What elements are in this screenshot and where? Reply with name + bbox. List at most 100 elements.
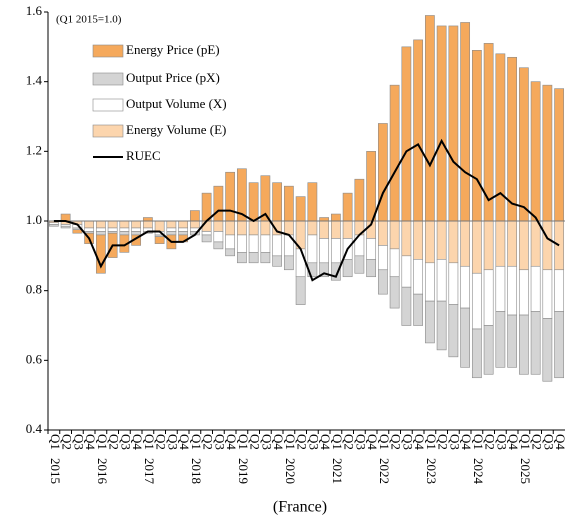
- x-tick-label: Q3: [494, 434, 509, 450]
- bar-segment: [424, 300, 435, 344]
- bar-segment: [401, 255, 412, 288]
- bar-segment: [48, 224, 59, 227]
- bar-segment: [236, 220, 247, 236]
- bar-segment: [460, 265, 471, 309]
- bar-segment: [507, 265, 518, 316]
- bar-segment: [330, 220, 341, 239]
- bar-segment: [319, 220, 330, 239]
- bar-segment: [84, 227, 95, 232]
- bar-segment: [166, 231, 177, 236]
- bar-segment: [342, 192, 353, 222]
- legend-label: RUEC: [126, 148, 161, 163]
- bar-segment: [84, 220, 95, 229]
- bar-segment: [554, 269, 565, 312]
- bar-segment: [307, 220, 318, 236]
- bar-segment: [213, 241, 224, 250]
- bar-segment: [248, 234, 259, 253]
- legend-label: Energy Volume (E): [126, 122, 226, 137]
- bar-segment: [107, 220, 118, 229]
- bar-segment: [60, 213, 71, 222]
- bar-segment: [248, 252, 259, 264]
- bar-segment: [201, 231, 212, 236]
- x-tick-label: Q4: [365, 434, 380, 450]
- bar-segment: [542, 318, 553, 382]
- bar-segment: [424, 15, 435, 222]
- bar-segment: [542, 269, 553, 319]
- bar-segment: [377, 245, 388, 271]
- x-tick-label: Q1: [142, 434, 157, 450]
- x-tick-label: Q3: [447, 434, 462, 450]
- x-tick-label: Q4: [271, 434, 286, 450]
- year-label: 2015: [48, 458, 63, 484]
- x-tick-label: Q1: [283, 434, 298, 450]
- x-tick-label: Q3: [353, 434, 368, 450]
- x-tick-label: Q1: [95, 434, 110, 450]
- bar-segment: [119, 220, 130, 229]
- bar-segment: [448, 262, 459, 305]
- bar-segment: [483, 269, 494, 326]
- x-tick-label: Q1: [518, 434, 533, 450]
- bar-segment: [142, 217, 153, 222]
- bar-segment: [530, 81, 541, 222]
- bar-segment: [518, 220, 529, 271]
- bar-segment: [542, 220, 553, 271]
- bar-segment: [436, 220, 447, 260]
- bar-segment: [260, 252, 271, 264]
- bar-segment: [72, 229, 83, 234]
- bar-segment: [295, 196, 306, 222]
- y-tick-label: 1.0: [26, 212, 42, 227]
- bar-segment: [354, 255, 365, 274]
- bar-segment: [283, 185, 294, 222]
- bar-segment: [366, 238, 377, 260]
- bar-segment: [401, 286, 412, 326]
- bar-segment: [330, 262, 341, 281]
- bar-segment: [495, 265, 506, 312]
- bar-segment: [413, 293, 424, 326]
- bar-segment: [330, 238, 341, 264]
- bar-segment: [166, 220, 177, 229]
- x-tick-label: Q2: [342, 434, 357, 450]
- bar-segment: [201, 234, 212, 243]
- bar-segment: [507, 220, 518, 267]
- y-tick-label: 1.2: [26, 142, 42, 157]
- x-tick-label: Q2: [248, 434, 263, 450]
- y-tick-label: 0.4: [26, 421, 43, 436]
- bar-segment: [178, 227, 189, 232]
- bar-segment: [95, 220, 106, 229]
- x-tick-label: Q4: [459, 434, 474, 450]
- bar-segment: [272, 234, 283, 257]
- bar-segment: [154, 220, 165, 232]
- x-tick-label: Q2: [483, 434, 498, 450]
- legend-swatch: [92, 98, 124, 112]
- x-tick-label: Q3: [71, 434, 86, 450]
- ruec-line: [53, 138, 560, 282]
- bar-segment: [366, 151, 377, 222]
- bar-segment: [260, 234, 271, 253]
- x-tick-label: Q1: [377, 434, 392, 450]
- bar-segment: [225, 248, 236, 257]
- y-tick-label: 1.6: [26, 3, 43, 18]
- x-tick-label: Q2: [154, 434, 169, 450]
- bar-segment: [295, 248, 306, 278]
- bar-segment: [131, 227, 142, 232]
- x-tick-label: Q1: [424, 434, 439, 450]
- bar-segment: [142, 220, 153, 229]
- legend-swatch: [92, 72, 124, 86]
- bar-segment: [319, 217, 330, 222]
- bar-segment: [518, 269, 529, 316]
- bar-segment: [471, 328, 482, 379]
- bar-segment: [307, 182, 318, 222]
- legend-swatch: [92, 124, 124, 138]
- bar-segment: [554, 220, 565, 271]
- x-tick-label: Q1: [48, 434, 63, 450]
- bar-segment: [507, 56, 518, 222]
- bar-segment: [236, 252, 247, 264]
- y-tick-label: 0.6: [26, 351, 43, 366]
- bar-segment: [154, 236, 165, 244]
- bar-segment: [119, 227, 130, 232]
- bar-segment: [530, 311, 541, 375]
- bar-segment: [295, 276, 306, 305]
- year-label: 2018: [189, 458, 204, 484]
- bar-segment: [95, 227, 106, 232]
- bar-segment: [319, 238, 330, 264]
